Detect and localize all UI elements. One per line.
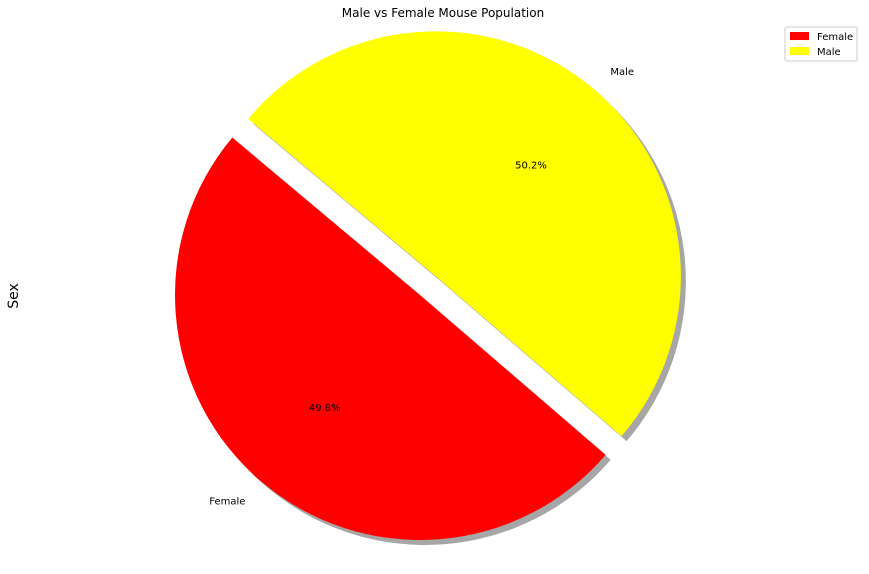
slice-labels: Female 49.8% Male 50.2% — [209, 67, 634, 507]
y-axis-label: Sex — [6, 283, 22, 309]
percent-label-male: 50.2% — [515, 160, 547, 171]
legend-label-female: Female — [817, 32, 853, 43]
slice-male — [248, 31, 681, 437]
slice-label-male: Male — [610, 67, 634, 78]
legend-swatch-female — [790, 32, 809, 40]
pie-slices — [175, 31, 681, 540]
slice-label-female: Female — [209, 496, 245, 507]
legend: Female Male — [784, 26, 858, 62]
legend-label-male: Male — [817, 47, 841, 58]
legend-swatch-male — [790, 47, 809, 55]
slice-female — [175, 137, 606, 540]
chart-title: Male vs Female Mouse Population — [342, 6, 544, 20]
percent-label-female: 49.8% — [309, 403, 341, 414]
